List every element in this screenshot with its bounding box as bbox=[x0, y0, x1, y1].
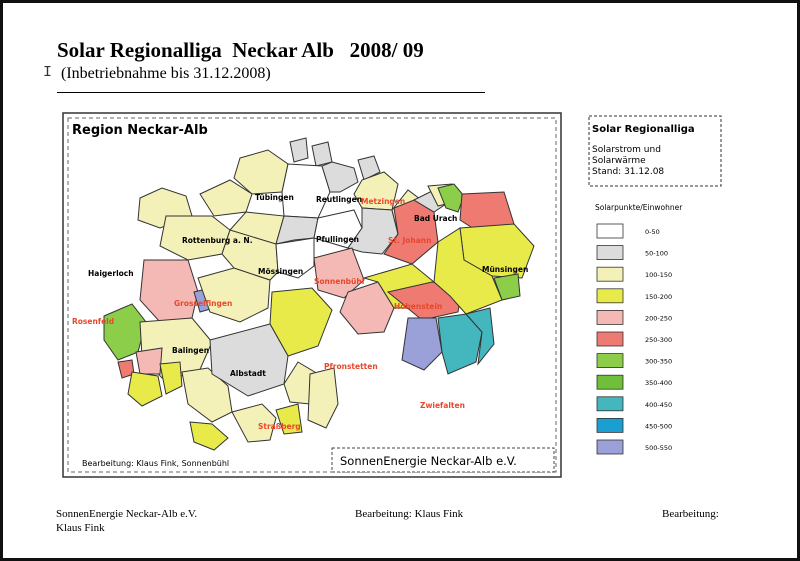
org-box bbox=[331, 447, 555, 473]
municipality bbox=[401, 317, 443, 371]
municipality bbox=[313, 247, 365, 299]
municipality bbox=[275, 403, 303, 435]
place-label: Münsingen bbox=[482, 265, 528, 274]
place-label: Hohenstein bbox=[394, 302, 442, 311]
legend-title: Solar Regionalliga bbox=[592, 124, 695, 135]
region-title: Region Neckar-Alb bbox=[72, 123, 208, 138]
legend-swatch bbox=[596, 223, 624, 239]
legend-line: Stand: 31.12.08 bbox=[592, 167, 664, 177]
map-credit: Bearbeitung: Klaus Fink, Sonnenbühl bbox=[82, 459, 229, 468]
municipality bbox=[135, 347, 163, 375]
map-inner-frame bbox=[67, 117, 557, 473]
legend-swatch bbox=[596, 396, 624, 412]
legend-class-label: 50-100 bbox=[645, 250, 668, 258]
footer-left-name: Klaus Fink bbox=[56, 522, 105, 534]
legend-info-box bbox=[588, 115, 722, 187]
footer-left: SonnenEnergie Neckar-Alb e.V. bbox=[56, 508, 198, 520]
legend-class-label: 500-550 bbox=[645, 444, 672, 452]
place-label: Reutlingen bbox=[316, 195, 362, 204]
municipality bbox=[275, 215, 319, 245]
legend-swatch bbox=[596, 245, 624, 261]
legend-class-label: 450-500 bbox=[645, 422, 672, 430]
legend-line: Solarwärme bbox=[592, 156, 646, 166]
legend-class-label: 100-150 bbox=[645, 271, 672, 279]
legend-class-label: 350-400 bbox=[645, 379, 672, 387]
municipality bbox=[357, 155, 381, 181]
region-map: Region Neckar-Alb Tübingen Reutlingen Me… bbox=[62, 112, 562, 478]
place-label: Pfullingen bbox=[316, 235, 359, 244]
place-labels: Tübingen Reutlingen Metzingen Bad Urach … bbox=[72, 193, 528, 431]
legend-swatch bbox=[596, 266, 624, 282]
legend-class-label: 200-250 bbox=[645, 314, 672, 322]
municipality bbox=[433, 227, 503, 315]
legend-class-label: 400-450 bbox=[645, 401, 672, 409]
text-cursor-icon: I bbox=[43, 64, 53, 81]
legend: Solar Regionalliga Solarstrom und Solarw… bbox=[588, 115, 722, 455]
municipality bbox=[275, 237, 315, 279]
place-label: Zwiefalten bbox=[420, 401, 465, 410]
title-rule bbox=[57, 92, 485, 93]
place-label: Bad Urach bbox=[414, 214, 457, 223]
legend-class-label: 150-200 bbox=[645, 293, 672, 301]
legend-line: Solarstrom und bbox=[592, 145, 661, 155]
municipality bbox=[159, 361, 183, 395]
legend-swatch bbox=[596, 417, 624, 433]
place-label: Metzingen bbox=[361, 197, 405, 206]
place-label: Pfronstetten bbox=[324, 362, 378, 371]
footer-right: Bearbeitung: bbox=[662, 508, 719, 520]
municipality bbox=[465, 307, 495, 366]
place-label: Mössingen bbox=[258, 267, 303, 276]
legend-class-label: 300-350 bbox=[645, 358, 672, 366]
legend-class-label: 0-50 bbox=[645, 228, 660, 236]
place-label: Tübingen bbox=[255, 193, 294, 202]
municipality bbox=[307, 367, 339, 429]
legend-scale-title: Solarpunkte/Einwohner bbox=[595, 203, 683, 212]
legend-swatch bbox=[596, 353, 624, 369]
page-title: Solar Regionalliga Neckar Alb 2008/ 09 bbox=[57, 38, 424, 62]
legend-swatch bbox=[596, 439, 624, 455]
municipality bbox=[189, 421, 229, 451]
page-subtitle: (Inbetriebnahme bis 31.12.2008) bbox=[61, 65, 271, 82]
place-label: Rosenfeld bbox=[72, 317, 114, 326]
municipality bbox=[311, 141, 333, 167]
municipality bbox=[289, 137, 309, 163]
place-label: St. Johann bbox=[388, 236, 431, 245]
municipality bbox=[127, 371, 163, 407]
place-label: Straßberg bbox=[258, 422, 301, 431]
place-label: Balingen bbox=[172, 346, 209, 355]
legend-swatch bbox=[596, 374, 624, 390]
municipality bbox=[199, 179, 253, 217]
legend-swatch bbox=[596, 309, 624, 325]
legend-classes: 0-50 50-100 100-150 150-200 200-250 250-300 30… bbox=[596, 223, 672, 455]
legend-class-label: 250-300 bbox=[645, 336, 672, 344]
place-label: Grosselfingen bbox=[174, 299, 232, 308]
place-label: Albstadt bbox=[230, 369, 266, 378]
municipalities bbox=[103, 137, 535, 451]
legend-swatch bbox=[596, 331, 624, 347]
municipality bbox=[231, 403, 277, 443]
org-box-label: SonnenEnergie Neckar-Alb e.V. bbox=[340, 454, 517, 468]
place-label: Sonnenbühl bbox=[314, 277, 364, 286]
municipality bbox=[321, 161, 359, 193]
legend-swatch bbox=[596, 288, 624, 304]
place-label: Rottenburg a. N. bbox=[182, 236, 253, 245]
footer-middle: Bearbeitung: Klaus Fink bbox=[355, 508, 464, 520]
place-label: Haigerloch bbox=[88, 269, 134, 278]
